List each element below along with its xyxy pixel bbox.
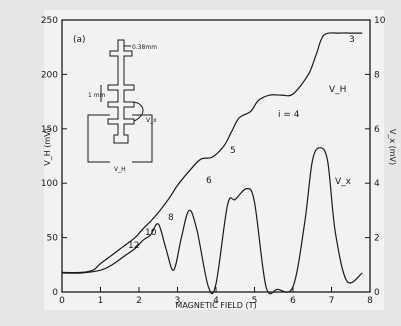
y-right-tick-label: 6 xyxy=(374,125,380,135)
x-tick-label: 8 xyxy=(367,296,373,306)
x-tick-label: 5 xyxy=(252,296,258,306)
filling-factor-4: i = 4 xyxy=(278,110,300,120)
y-left-tick-label: 150 xyxy=(41,125,58,135)
filling-factor-10: 10 xyxy=(145,228,157,238)
filling-factor-12: 12 xyxy=(128,241,139,251)
y-left-tick-label: 50 xyxy=(47,234,59,244)
x-tick-label: 1 xyxy=(98,296,104,306)
vx-lead xyxy=(133,101,144,122)
sample-inset xyxy=(87,39,153,163)
inset-vh-label: V_H xyxy=(114,166,126,173)
y-right-tick-label: 0 xyxy=(374,288,380,298)
series-line-vx xyxy=(61,147,363,295)
figure-paper xyxy=(44,10,384,310)
y-left-tick-label: 200 xyxy=(41,70,58,80)
filling-factor-8: 8 xyxy=(168,213,174,223)
y-right-tick-label: 8 xyxy=(374,70,380,80)
y-left-tick-label: 250 xyxy=(41,16,58,26)
inset-length-label: 1 mm xyxy=(88,92,106,99)
filling-factor-6: 6 xyxy=(206,176,212,186)
series-label-vx: V_x xyxy=(335,177,352,187)
x-axis-label: MAGNETIC FIELD (T) xyxy=(175,301,256,310)
y-right-tick-label: 4 xyxy=(374,179,380,189)
series-line-vh xyxy=(61,32,363,274)
vh-lead-right xyxy=(132,114,153,163)
filling-factor-3: 3 xyxy=(349,35,355,45)
y-left-tick-label: 0 xyxy=(52,288,58,298)
y-right-tick-label: 2 xyxy=(374,234,380,244)
vh-lead-left xyxy=(87,114,110,163)
x-tick-label: 2 xyxy=(136,296,142,306)
filling-factor-5: 5 xyxy=(230,146,236,156)
y-left-axis-label: V_H (mV) xyxy=(43,128,52,166)
panel-label: (a) xyxy=(73,35,86,45)
y-right-tick-label: 10 xyxy=(374,16,386,26)
x-tick-label: 6 xyxy=(290,296,296,306)
x-tick-label: 0 xyxy=(59,296,65,306)
x-tick-label: 7 xyxy=(329,296,335,306)
inset-vx-label: V_x xyxy=(146,117,157,124)
series-label-vh: V_H xyxy=(329,85,346,95)
hall-bar-outline xyxy=(107,39,135,144)
x-tick-label: 3 xyxy=(175,296,181,306)
x-tick-label: 4 xyxy=(213,296,219,306)
y-left-tick-label: 100 xyxy=(41,179,58,189)
data-series xyxy=(61,32,363,295)
y-right-axis-label: V_x (mV) xyxy=(388,129,397,165)
inset-width-label: 0.38mm xyxy=(132,44,157,51)
